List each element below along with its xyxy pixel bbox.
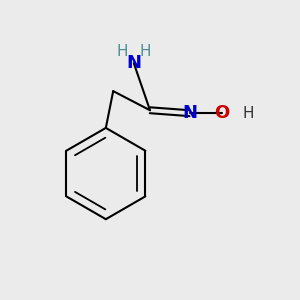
Text: O: O xyxy=(214,104,230,122)
Text: H: H xyxy=(117,44,128,59)
Text: H: H xyxy=(139,44,151,59)
Text: N: N xyxy=(126,54,141,72)
Text: N: N xyxy=(182,104,197,122)
Text: H: H xyxy=(243,106,254,121)
